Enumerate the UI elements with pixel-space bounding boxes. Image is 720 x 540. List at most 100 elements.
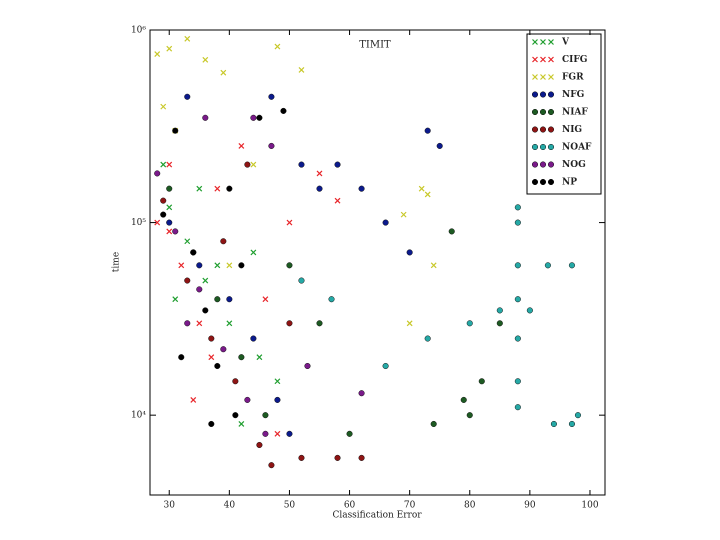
point <box>274 378 281 385</box>
point <box>214 185 221 192</box>
cross-stroke <box>298 67 305 73</box>
point <box>382 362 389 370</box>
cross-stroke <box>250 249 257 256</box>
point <box>460 396 467 403</box>
point <box>406 320 413 327</box>
point <box>514 219 521 226</box>
point <box>196 262 203 269</box>
cross-stroke <box>160 161 167 168</box>
cross-stroke <box>184 238 191 245</box>
point <box>178 354 185 361</box>
point <box>238 143 245 149</box>
point <box>202 307 209 314</box>
cross-stroke <box>532 56 538 63</box>
point <box>262 412 269 419</box>
point <box>154 219 161 226</box>
point <box>214 362 221 370</box>
point <box>166 228 173 235</box>
point <box>539 126 547 133</box>
point <box>190 249 197 256</box>
cross-stroke <box>196 320 203 327</box>
legend-label: V <box>561 38 570 48</box>
point <box>226 262 233 269</box>
point <box>539 143 547 151</box>
point <box>208 420 215 428</box>
point <box>250 114 257 121</box>
point <box>214 262 221 269</box>
legend-label: NOAF <box>562 143 592 153</box>
point <box>244 161 251 168</box>
cross-stroke <box>286 219 293 226</box>
point <box>202 114 209 121</box>
cross-stroke <box>532 39 538 45</box>
cross-stroke <box>196 185 203 192</box>
cross-stroke <box>262 296 269 303</box>
point <box>531 91 539 98</box>
cross-stroke <box>178 262 185 269</box>
point <box>268 462 275 469</box>
point <box>531 161 539 168</box>
point <box>316 185 323 192</box>
cross-stroke <box>316 170 323 177</box>
point <box>574 412 582 419</box>
point <box>190 396 197 403</box>
point <box>154 51 161 57</box>
cross-stroke <box>274 378 281 385</box>
cross-stroke <box>208 354 215 361</box>
x-tick-label: 50 <box>284 501 296 511</box>
point <box>286 262 293 269</box>
point <box>268 93 275 100</box>
point <box>166 204 173 211</box>
point <box>184 320 191 327</box>
cross-stroke <box>154 51 161 57</box>
cross-stroke <box>214 185 221 192</box>
legend-label: FGR <box>562 73 584 83</box>
point <box>274 430 281 437</box>
y-tick-label: 10⁴ <box>131 411 146 421</box>
plot-frame <box>149 29 606 496</box>
point <box>268 142 275 149</box>
point <box>172 228 179 235</box>
point <box>214 296 221 303</box>
point <box>547 178 555 186</box>
point <box>232 378 239 385</box>
point <box>226 296 233 303</box>
point <box>514 296 521 303</box>
point <box>531 143 539 151</box>
cross-stroke <box>424 191 431 198</box>
point <box>334 454 341 461</box>
point <box>166 185 173 192</box>
point <box>166 45 173 52</box>
point <box>547 161 555 168</box>
point <box>298 277 305 284</box>
point <box>232 412 239 419</box>
point <box>478 378 485 385</box>
point <box>548 74 554 80</box>
legend-label: NOG <box>562 160 586 170</box>
cross-stroke <box>166 204 173 211</box>
y-tick-label: 10⁶ <box>131 26 146 36</box>
x-tick-label: 30 <box>164 501 176 511</box>
legend-box <box>526 33 602 195</box>
point <box>184 35 191 42</box>
point <box>531 178 539 186</box>
point <box>547 143 555 151</box>
point <box>256 441 263 449</box>
point <box>539 91 547 98</box>
point <box>496 320 503 327</box>
cross-stroke <box>548 39 554 45</box>
point <box>166 219 173 226</box>
point <box>334 161 341 168</box>
point <box>496 307 503 314</box>
point <box>172 127 179 134</box>
chart-title: TIMIT <box>359 40 391 51</box>
point <box>358 454 365 461</box>
point <box>540 74 546 80</box>
point <box>466 412 473 419</box>
cross-stroke <box>190 396 197 403</box>
x-tick-label: 40 <box>224 501 236 511</box>
point <box>184 93 191 100</box>
point <box>548 56 554 63</box>
cross-stroke <box>418 185 425 192</box>
cross-stroke <box>160 103 167 110</box>
